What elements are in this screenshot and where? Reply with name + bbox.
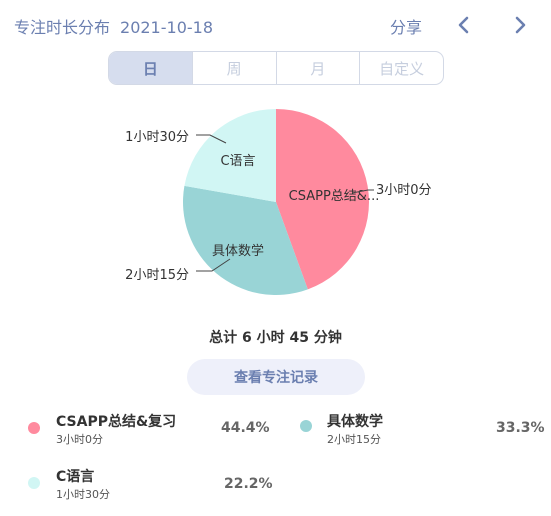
focus-pie-chart: CSAPP总结&... 具体数学 C语言 3小时0分 2小时15分 1小时30分: [125, 109, 432, 295]
view-records-button[interactable]: 查看专注记录: [187, 359, 365, 395]
callout-math: 2小时15分: [125, 268, 189, 283]
legend-name: C语言: [56, 469, 95, 485]
date-text: 2021-10-18: [120, 18, 213, 37]
legend-color-dot: [28, 477, 40, 489]
slice-label-csapp: CSAPP总结&...: [289, 189, 380, 204]
chevron-left-icon: [458, 16, 469, 34]
legend-percent: 22.2%: [224, 476, 273, 492]
chevron-right-icon: [515, 16, 526, 34]
tab-month[interactable]: 月: [277, 52, 361, 84]
legend-name: CSAPP总结&复习: [56, 414, 177, 430]
callout-c: 1小时30分: [125, 130, 189, 145]
next-date-button[interactable]: [510, 12, 532, 38]
pie-slice-csapp: [276, 109, 370, 290]
legend-color-dot: [300, 420, 312, 432]
tab-day[interactable]: 日: [109, 52, 193, 84]
prev-date-button[interactable]: [452, 12, 474, 38]
legend-duration: 1小时30分: [56, 488, 110, 501]
pie-slice-math: [182, 185, 308, 295]
pie-slice-c: [184, 109, 276, 202]
legend-duration: 3小时0分: [56, 433, 103, 446]
period-tabs: 日 周 月 自定义: [108, 51, 444, 85]
callout-line-c: [196, 134, 227, 144]
share-button[interactable]: 分享: [390, 18, 423, 37]
callout-csapp: 3小时0分: [376, 183, 432, 198]
page-title: 专注时长分布 2021-10-18: [14, 14, 213, 38]
tab-week[interactable]: 周: [193, 52, 277, 84]
tab-custom[interactable]: 自定义: [379, 59, 425, 78]
total-duration: 总计 6 小时 45 分钟: [209, 330, 342, 346]
callout-line-csapp: [351, 189, 374, 194]
legend-color-dot: [28, 422, 40, 434]
callout-line-math: [196, 258, 231, 272]
slice-label-c: C语言: [220, 154, 255, 169]
legend-duration: 2小时15分: [327, 433, 381, 446]
slice-label-math: 具体数学: [212, 243, 264, 259]
legend-name: 具体数学: [327, 414, 383, 430]
legend-percent: 44.4%: [221, 420, 270, 436]
legend-percent: 33.3%: [496, 420, 545, 436]
title-text: 专注时长分布: [14, 18, 111, 37]
